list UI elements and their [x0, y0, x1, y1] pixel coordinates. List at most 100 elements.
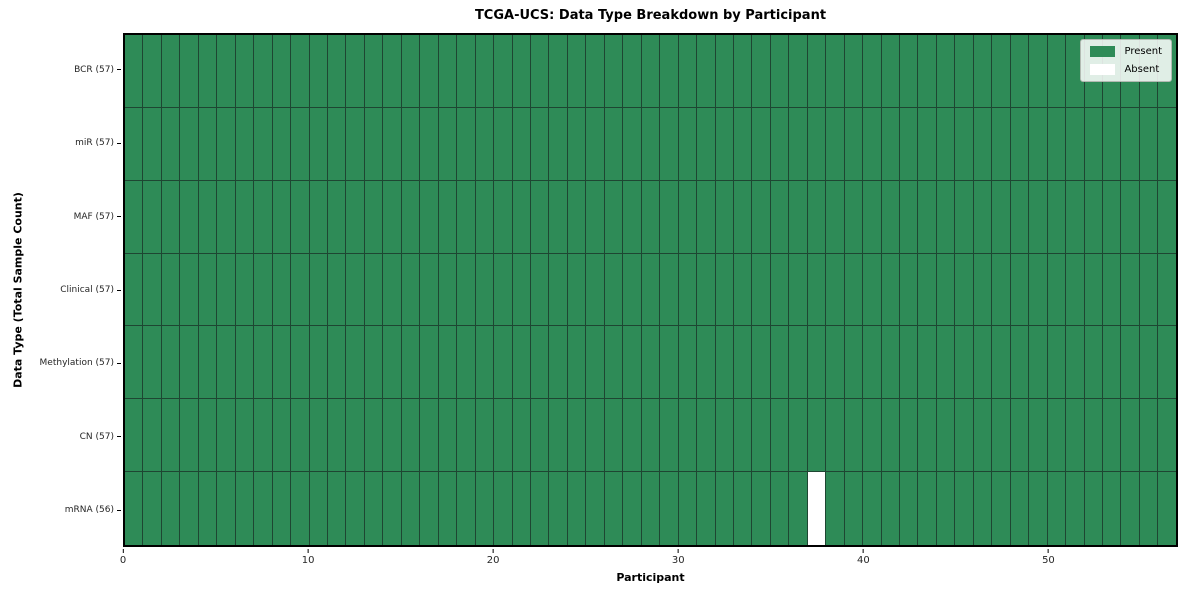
- heatmap-cell-present: [1047, 326, 1067, 400]
- heatmap-cell-present: [1084, 326, 1104, 400]
- heatmap-cell-present: [826, 326, 845, 400]
- heatmap-cell-present: [125, 399, 144, 473]
- heatmap-cell-present: [364, 180, 384, 254]
- heatmap-cell-present: [881, 107, 901, 181]
- heatmap-cell-present: [125, 326, 144, 400]
- y-tick-label: Methylation (57): [39, 358, 114, 369]
- heatmap-cell-present: [936, 35, 956, 108]
- heatmap-cell-present: [180, 326, 199, 400]
- heatmap-cell-present: [1121, 253, 1140, 327]
- heatmap-cell-present: [198, 399, 218, 473]
- heatmap-cell-present: [900, 180, 919, 254]
- heatmap-cell-present: [346, 399, 365, 473]
- heatmap-cell-present: [327, 399, 347, 473]
- heatmap-cell-present: [918, 107, 937, 181]
- heatmap-cell-present: [586, 107, 605, 181]
- heatmap-cell-present: [512, 180, 531, 254]
- heatmap-cell-present: [438, 35, 458, 108]
- heatmap-cell-present: [733, 472, 753, 546]
- heatmap-cell-present: [807, 253, 827, 327]
- heatmap-cell-present: [420, 472, 439, 546]
- heatmap-cell-present: [641, 472, 661, 546]
- heatmap-cell-present: [586, 180, 605, 254]
- heatmap-cell-present: [346, 107, 365, 181]
- heatmap-cell-present: [254, 107, 273, 181]
- heatmap-cell-present: [844, 35, 864, 108]
- heatmap-cell-present: [604, 35, 624, 108]
- heatmap-cell-present: [161, 107, 181, 181]
- heatmap-cell-present: [1121, 107, 1140, 181]
- heatmap-cell-present: [364, 107, 384, 181]
- heatmap-cell-present: [863, 107, 882, 181]
- heatmap-cell-present: [346, 180, 365, 254]
- y-tick-label: miR (57): [75, 138, 114, 149]
- heatmap-cell-present: [512, 35, 531, 108]
- heatmap-cell-present: [641, 35, 661, 108]
- heatmap-cell-present: [807, 35, 827, 108]
- legend-swatch-absent: [1090, 64, 1116, 75]
- heatmap-cell-present: [586, 472, 605, 546]
- heatmap-cell-present: [1158, 180, 1176, 254]
- y-tick: MAF (57): [74, 212, 121, 222]
- heatmap-cell-present: [494, 399, 513, 473]
- x-axis: 0 10 20 30 40 50: [120, 549, 1178, 575]
- heatmap-cell-present: [291, 326, 310, 400]
- heatmap-row: [125, 399, 1176, 473]
- heatmap-cell-present: [623, 107, 642, 181]
- heatmap-cell-present: [826, 180, 845, 254]
- heatmap-cell-present: [678, 107, 698, 181]
- heatmap-cell-present: [161, 35, 181, 108]
- heatmap-cell-present: [438, 472, 458, 546]
- heatmap-cell-present: [936, 107, 956, 181]
- heatmap-cell-present: [217, 326, 236, 400]
- heatmap-cell-present: [955, 180, 974, 254]
- heatmap-cell-present: [549, 253, 568, 327]
- heatmap-cell-present: [549, 326, 568, 400]
- heatmap-cell-present: [1103, 107, 1122, 181]
- heatmap-cell-present: [309, 253, 328, 327]
- heatmap-cell-present: [918, 399, 937, 473]
- heatmap-cell-present: [936, 180, 956, 254]
- heatmap-cell-present: [752, 253, 771, 327]
- x-tick: 50: [1042, 549, 1055, 566]
- heatmap-cell-present: [161, 399, 181, 473]
- heatmap-cell-present: [1139, 107, 1159, 181]
- heatmap-cell-present: [401, 326, 421, 400]
- heatmap-cell-present: [715, 180, 734, 254]
- heatmap-cell-present: [697, 180, 716, 254]
- heatmap-cell-present: [586, 253, 605, 327]
- y-tick: Clinical (57): [60, 285, 121, 295]
- x-tick-mark: [492, 549, 494, 553]
- heatmap-cell-present: [1103, 326, 1122, 400]
- heatmap-cell-present: [254, 399, 273, 473]
- heatmap-cell-present: [420, 107, 439, 181]
- heatmap-cell-present: [549, 107, 568, 181]
- heatmap-cell-present: [198, 35, 218, 108]
- heatmap-cell-present: [567, 399, 587, 473]
- heatmap-cell-present: [955, 472, 974, 546]
- heatmap-cell-present: [789, 326, 808, 400]
- heatmap-cell-present: [1139, 399, 1159, 473]
- heatmap-cell-present: [161, 253, 181, 327]
- heatmap-cell-present: [383, 399, 402, 473]
- heatmap-cell-present: [1121, 472, 1140, 546]
- y-tick-mark: [117, 289, 121, 291]
- heatmap-cell-present: [143, 326, 162, 400]
- x-axis-label: Participant: [616, 571, 685, 584]
- heatmap-cell-present: [604, 180, 624, 254]
- heatmap-cell-present: [1066, 399, 1085, 473]
- heatmap-cell-present: [1029, 107, 1048, 181]
- y-tick-label: CN (57): [79, 431, 114, 442]
- heatmap-cell-present: [235, 253, 255, 327]
- heatmap-cell-present: [291, 180, 310, 254]
- heatmap-cell-present: [678, 399, 698, 473]
- heatmap-cell-present: [291, 35, 310, 108]
- heatmap-cell-present: [254, 472, 273, 546]
- heatmap-cell-present: [752, 107, 771, 181]
- x-tick: 0: [120, 549, 126, 566]
- heatmap-cell-present: [198, 253, 218, 327]
- heatmap-cell-present: [881, 35, 901, 108]
- heatmap-cell-present: [1103, 253, 1122, 327]
- x-tick-mark: [862, 549, 864, 553]
- heatmap-cell-present: [863, 35, 882, 108]
